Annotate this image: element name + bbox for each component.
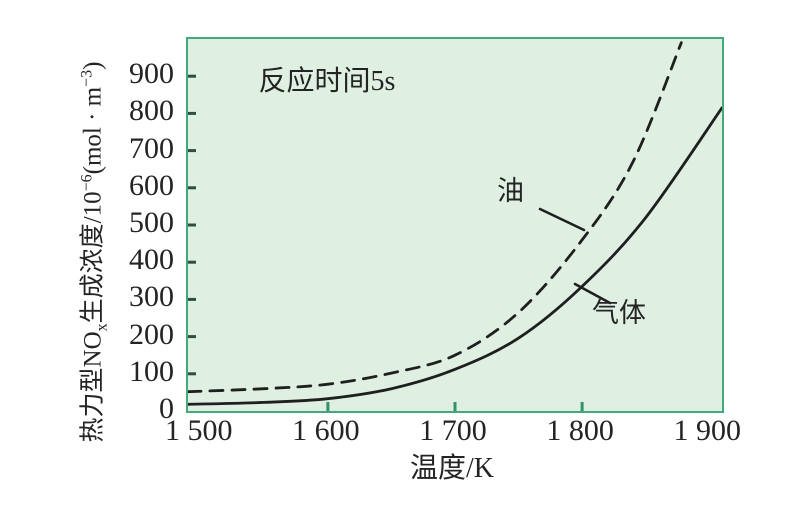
x-tick-label: 1 600	[292, 414, 360, 447]
y-tick-label: 900	[129, 57, 174, 91]
plot-svg	[188, 41, 722, 411]
x-tick-label: 1 900	[673, 414, 742, 447]
leader-line-oil	[538, 207, 586, 232]
y-tick-label: 0	[159, 392, 174, 425]
y-tick-label: 200	[129, 317, 174, 351]
y-tick-label: 800	[129, 94, 174, 128]
x-tick-label: 1 700	[419, 414, 487, 447]
x-tick-label: 1 500	[164, 414, 233, 447]
y-tick-label: 500	[129, 206, 174, 239]
y-axis-title-text: 热力型NO	[79, 331, 107, 443]
y-axis-title-sub: x	[93, 323, 111, 332]
y-tick-label: 300	[129, 280, 174, 314]
x-axis-title: 温度/K	[409, 453, 494, 484]
y-tick-label: 100	[129, 354, 174, 388]
y-tick-label: 700	[129, 131, 174, 165]
series-label-oil: 油	[497, 176, 524, 206]
y-tick-label: 400	[129, 243, 174, 277]
y-axis-title: 热力型NOx生成浓度/10−6(mol · m−3)	[73, 62, 116, 443]
x-tick-label: 1 800	[546, 414, 614, 447]
y-tick-label: 600	[129, 168, 174, 202]
leader-line-gas	[573, 282, 612, 305]
curve-gas-solid	[188, 106, 722, 406]
plot-area	[186, 37, 724, 413]
y-axis-title-sup: −3	[78, 69, 96, 87]
annotation-reaction-time: 反应时间5s	[258, 66, 396, 97]
y-axis-title-text: (mol · m	[79, 86, 107, 175]
y-axis-title-sup: −6	[78, 174, 96, 192]
series-label-gas: 气体	[592, 298, 646, 328]
y-axis-title-text: 生成浓度/10	[79, 191, 107, 324]
curve-oil-dashed	[188, 41, 683, 394]
y-axis-title-text: )	[79, 61, 107, 70]
